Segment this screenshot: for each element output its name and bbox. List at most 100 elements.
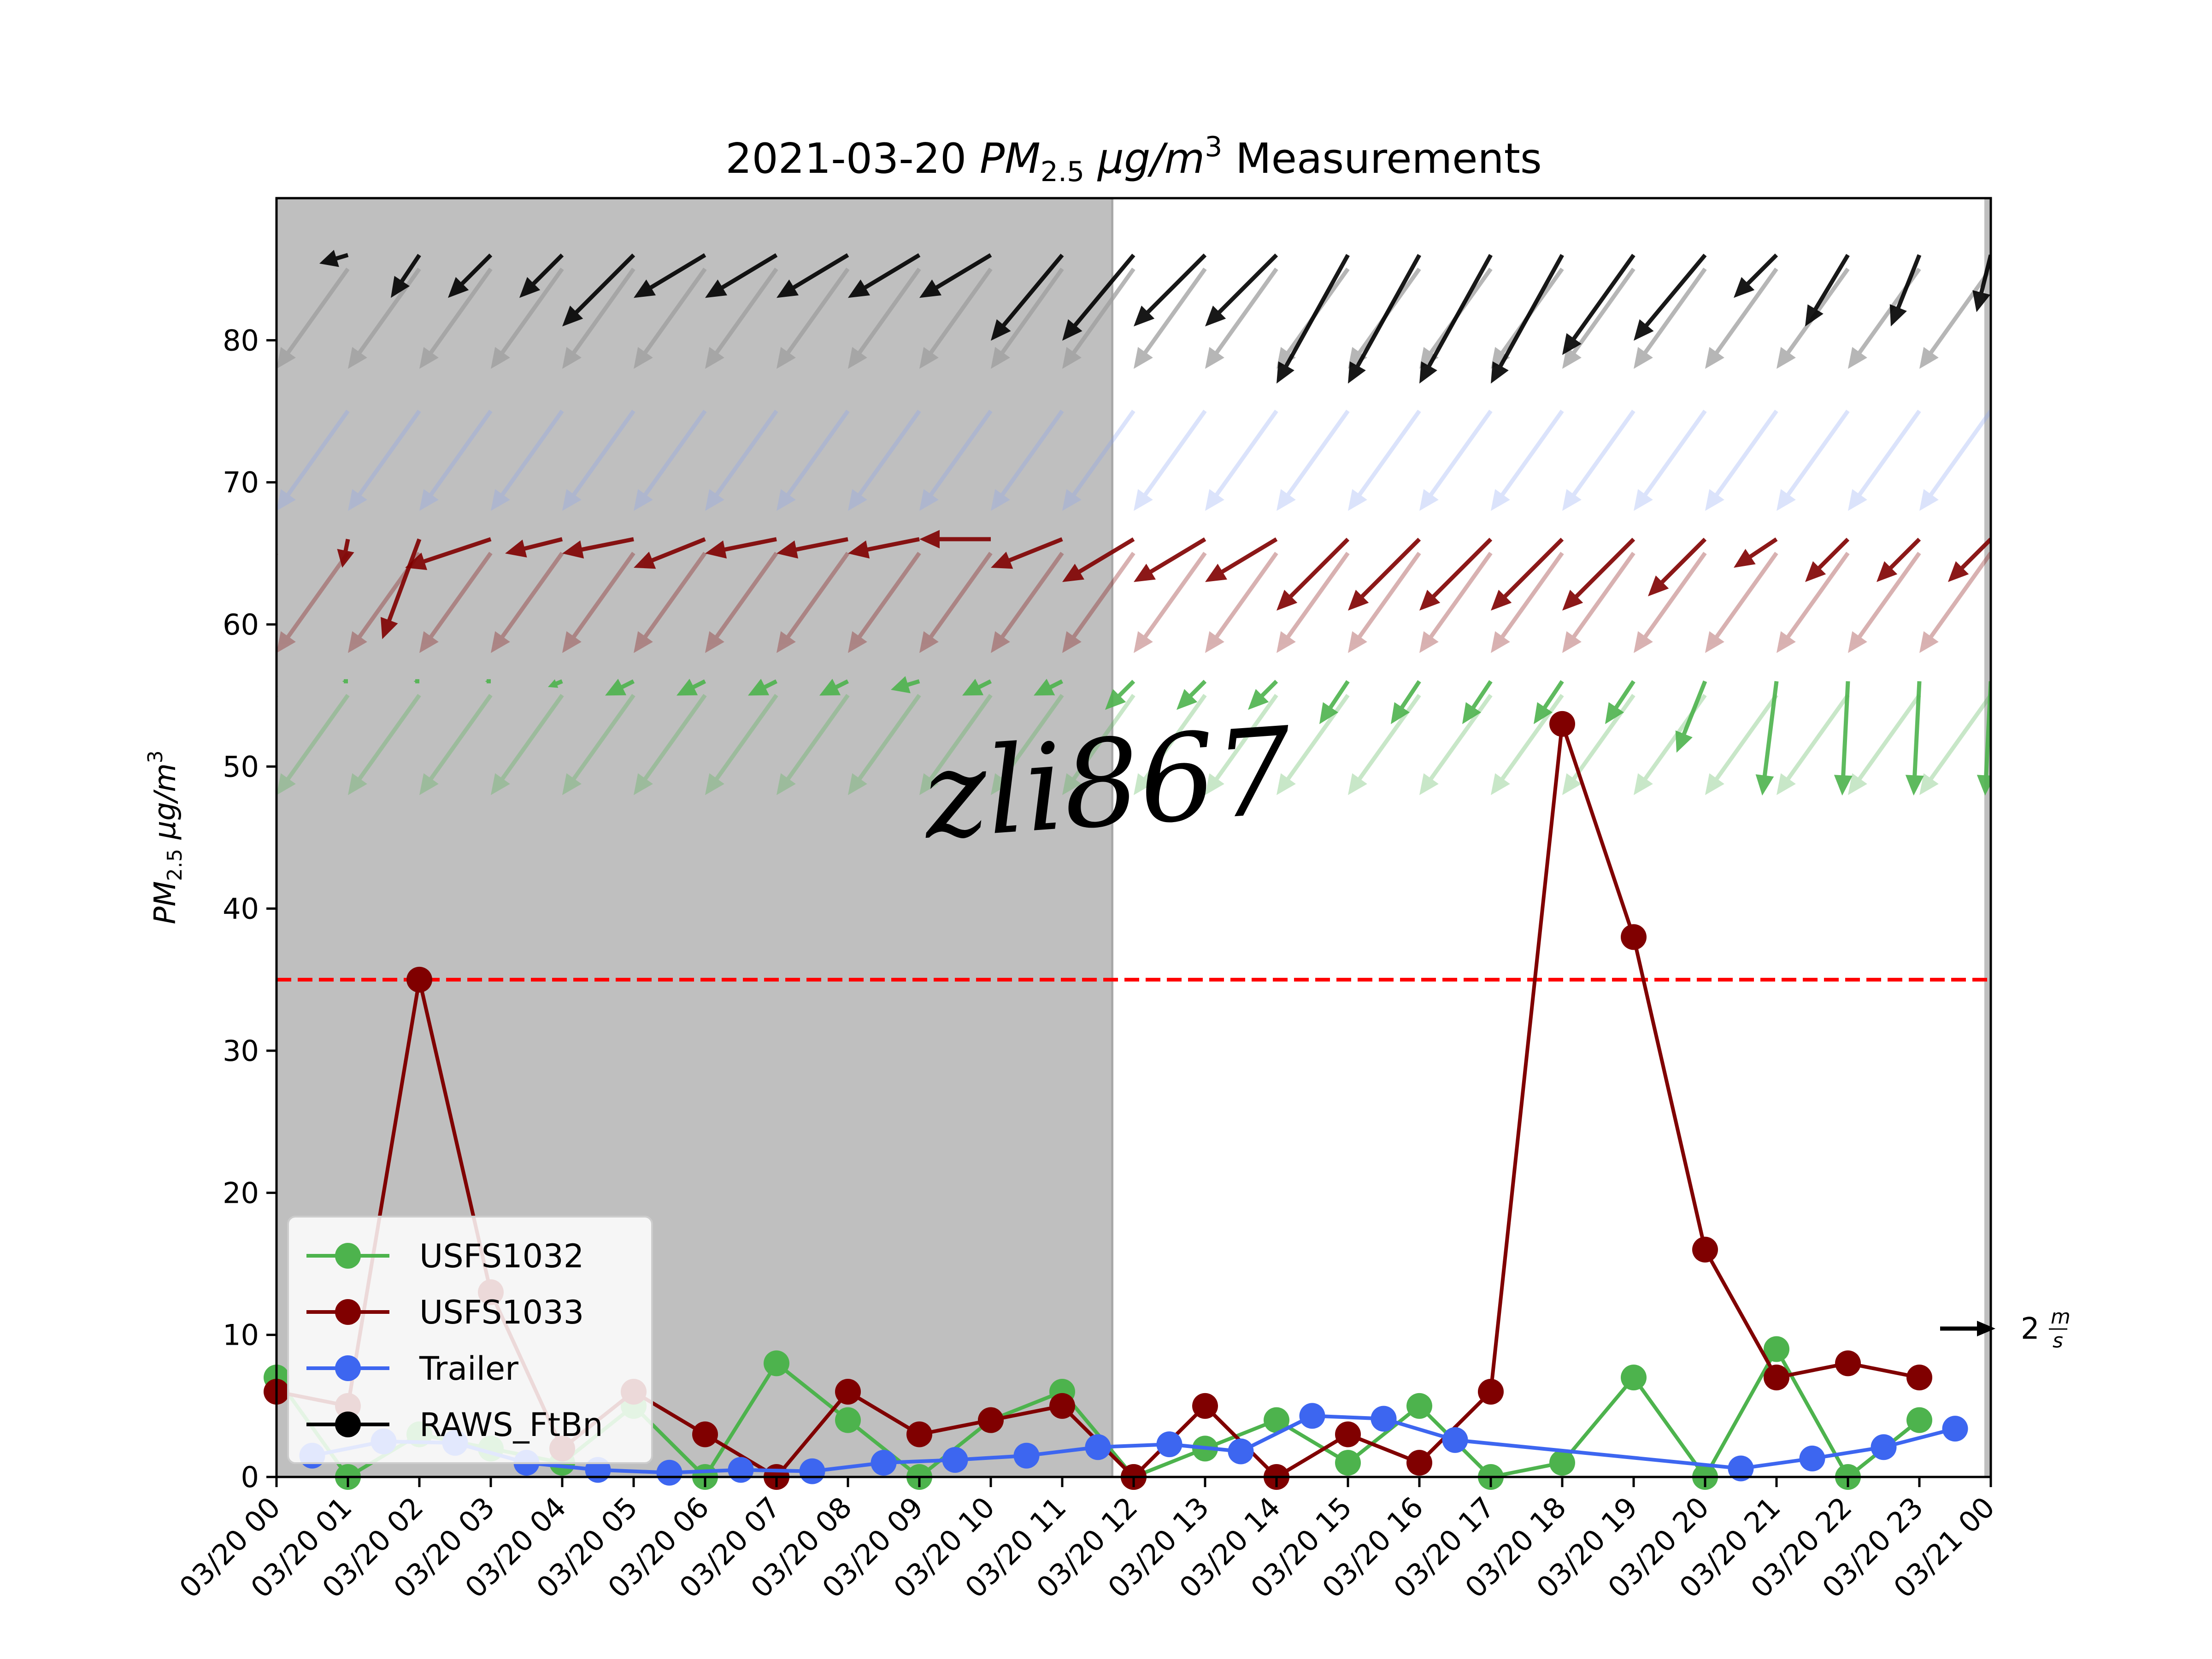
wind-arrow-ghost xyxy=(419,267,493,369)
wind-arrow-ghost xyxy=(419,694,493,795)
wind-arrow xyxy=(1348,537,1421,611)
wind-arrow xyxy=(1834,681,1853,796)
wind-arrow-ghost xyxy=(634,267,707,369)
wind-arrow-ghost xyxy=(1491,410,1564,511)
wind-arrow xyxy=(1634,253,1707,341)
wind-arrow xyxy=(1391,680,1421,724)
wind-arrow-ghost xyxy=(276,410,350,511)
data-point xyxy=(1264,1407,1289,1433)
wind-row-trailer xyxy=(276,410,1991,511)
data-point xyxy=(942,1447,968,1473)
data-point xyxy=(1406,1393,1432,1419)
wind-arrow-ghost xyxy=(1634,410,1707,511)
wind-arrow-ghost xyxy=(777,267,850,369)
wind-arrow-ghost xyxy=(1062,552,1135,653)
y-axis-label: PM2.5 μg/m3 xyxy=(144,750,187,924)
wind-arrow-ghost xyxy=(705,694,778,795)
wind-arrow xyxy=(1462,680,1493,724)
wind-arrow xyxy=(919,253,992,298)
wind-arrow-ghost xyxy=(1562,267,1635,369)
wind-arrow-ghost xyxy=(991,552,1064,653)
data-point xyxy=(835,1407,861,1433)
wind-arrow xyxy=(1319,680,1350,724)
wind-arrow xyxy=(962,678,992,696)
legend-swatch-marker xyxy=(335,1243,361,1269)
data-point xyxy=(1728,1455,1754,1482)
wind-arrow xyxy=(1177,680,1207,710)
wind-arrow-ghost xyxy=(1777,552,1850,653)
wind-arrow xyxy=(1248,680,1278,710)
legend-item-trailer: Trailer xyxy=(306,1350,518,1388)
wind-arrow xyxy=(413,679,419,683)
wind-arrow-ghost xyxy=(705,410,778,511)
wind-arrow xyxy=(562,537,634,559)
wind-arrow xyxy=(380,538,422,639)
wind-arrow xyxy=(448,253,493,298)
data-point xyxy=(1013,1442,1040,1469)
data-point xyxy=(1335,1421,1361,1447)
data-point xyxy=(1299,1403,1325,1429)
wind-arrow xyxy=(268,253,276,258)
wind-arrow-ghost xyxy=(705,552,778,653)
legend-swatch-marker xyxy=(335,1299,361,1325)
wind-arrow xyxy=(1105,680,1135,710)
data-point xyxy=(1549,1450,1575,1476)
wind-arrow-ghost xyxy=(777,552,850,653)
wind-arrow-ghost xyxy=(1705,267,1778,369)
wind-arrow-ghost xyxy=(1134,410,1207,511)
legend-label: Trailer xyxy=(419,1350,518,1388)
y-tick-label: 40 xyxy=(223,892,259,926)
wind-arrow xyxy=(1889,254,1922,327)
legend-label: USFS1033 xyxy=(419,1294,584,1331)
wind-arrow xyxy=(405,537,492,571)
wind-arrow-ghost xyxy=(919,410,993,511)
wind-arrow-ghost xyxy=(1777,410,1850,511)
data-point xyxy=(1156,1431,1182,1458)
y-tick-label: 80 xyxy=(223,324,259,357)
wind-arrow xyxy=(1034,678,1064,696)
wind-arrow-ghost xyxy=(1634,552,1707,653)
wind-arrow xyxy=(891,676,920,694)
wind-row-usfs1033 xyxy=(276,530,1991,653)
data-point xyxy=(1799,1445,1825,1471)
wind-row-raws-ftbn xyxy=(268,250,1991,384)
wind-arrow xyxy=(1134,537,1206,582)
wind-arrow-ghost xyxy=(562,410,635,511)
quiver-key-arrowhead xyxy=(1977,1321,1995,1336)
wind-arrow-ghost xyxy=(1348,552,1421,653)
wind-arrow-ghost xyxy=(1062,410,1135,511)
data-point xyxy=(1371,1406,1397,1432)
wind-row-usfs1032 xyxy=(276,676,1991,796)
wind-arrow xyxy=(819,678,849,696)
wind-arrow-ghost xyxy=(1205,410,1278,511)
data-point xyxy=(1442,1427,1468,1453)
legend-item-raws-ftbn: RAWS_FtBn xyxy=(306,1406,603,1444)
legend-label: USFS1032 xyxy=(419,1237,584,1275)
wind-arrow xyxy=(777,253,849,298)
wind-arrow-ghost xyxy=(1205,267,1278,369)
wind-arrow xyxy=(319,250,349,267)
legend-item-usfs1033: USFS1033 xyxy=(306,1294,584,1331)
wind-arrow-ghost xyxy=(705,267,778,369)
data-point xyxy=(1406,1450,1432,1476)
data-point xyxy=(835,1379,861,1405)
wind-arrow xyxy=(848,253,921,298)
wind-arrow-ghost xyxy=(1848,552,1921,653)
wind-arrow-ghost xyxy=(348,694,421,795)
y-tick-label: 0 xyxy=(241,1460,259,1494)
wind-arrow xyxy=(1675,680,1707,753)
wind-arrow xyxy=(548,679,563,688)
legend-box xyxy=(287,1216,653,1464)
wind-arrow xyxy=(1948,537,1991,582)
wind-arrow xyxy=(1277,254,1350,384)
end-shading xyxy=(1984,198,1991,1477)
quiver-key-unit-denominator: s xyxy=(2053,1329,2063,1353)
y-tick-label: 20 xyxy=(223,1176,259,1210)
wind-arrow xyxy=(519,253,564,298)
wind-arrow-ghost xyxy=(919,267,993,369)
wind-arrow xyxy=(1534,680,1564,724)
wind-arrow xyxy=(337,539,354,568)
wind-arrow xyxy=(1755,681,1779,796)
wind-arrow-ghost xyxy=(1848,694,1921,795)
wind-arrow xyxy=(1562,253,1635,355)
